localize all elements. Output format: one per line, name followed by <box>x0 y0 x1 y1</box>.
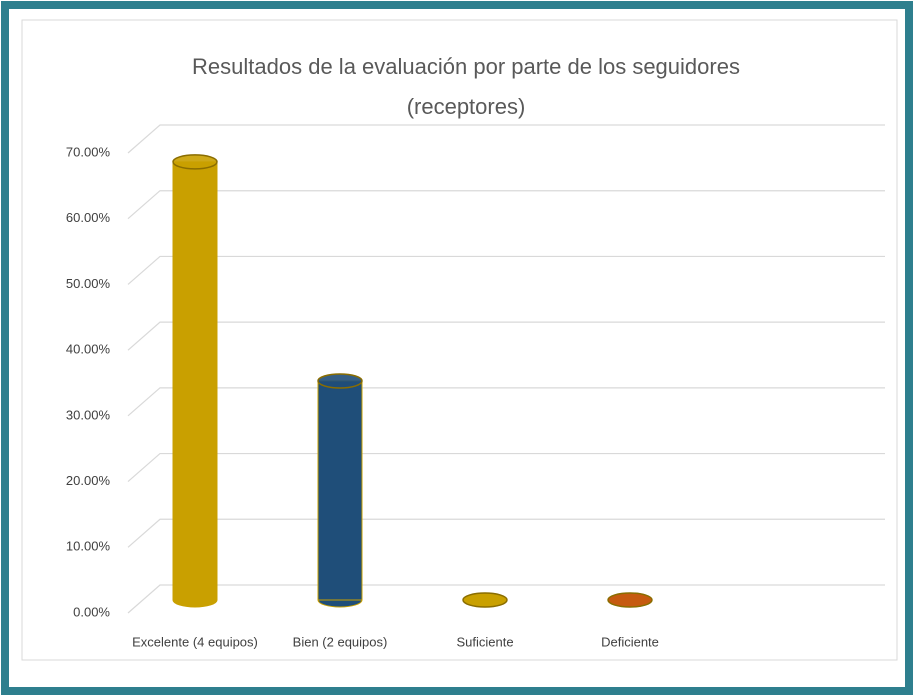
grid-line <box>127 387 885 417</box>
grid-line <box>127 518 885 548</box>
grid-line <box>127 584 885 614</box>
x-tick-label: Suficiente <box>456 634 513 649</box>
y-tick-label: 40.00% <box>66 342 111 357</box>
bar-top <box>317 373 363 389</box>
x-tick-label: Deficiente <box>601 634 659 649</box>
bar-top <box>462 592 508 608</box>
grid-line <box>127 452 885 483</box>
grid-line <box>127 255 885 285</box>
x-tick-label: Excelente (4 equipos) <box>132 634 258 649</box>
chart-area <box>21 19 898 661</box>
y-tick-label: 50.00% <box>66 276 111 291</box>
grid-line <box>127 190 885 220</box>
bar-top <box>172 154 218 170</box>
x-tick-label: Bien (2 equipos) <box>293 634 388 649</box>
y-tick-label: 0.00% <box>73 604 110 619</box>
grid-line <box>127 124 885 154</box>
y-tick-label: 30.00% <box>66 407 111 422</box>
y-tick-label: 60.00% <box>66 210 111 225</box>
bar-top <box>607 592 653 608</box>
chart-title: (receptores) <box>407 94 526 119</box>
bar <box>172 161 218 601</box>
y-tick-label: 70.00% <box>66 144 111 159</box>
chart-title: Resultados de la evaluación por parte de… <box>192 54 740 79</box>
y-tick-label: 10.00% <box>66 539 111 554</box>
grid-line <box>127 321 885 351</box>
bar <box>317 380 363 601</box>
y-tick-label: 20.00% <box>66 473 111 488</box>
